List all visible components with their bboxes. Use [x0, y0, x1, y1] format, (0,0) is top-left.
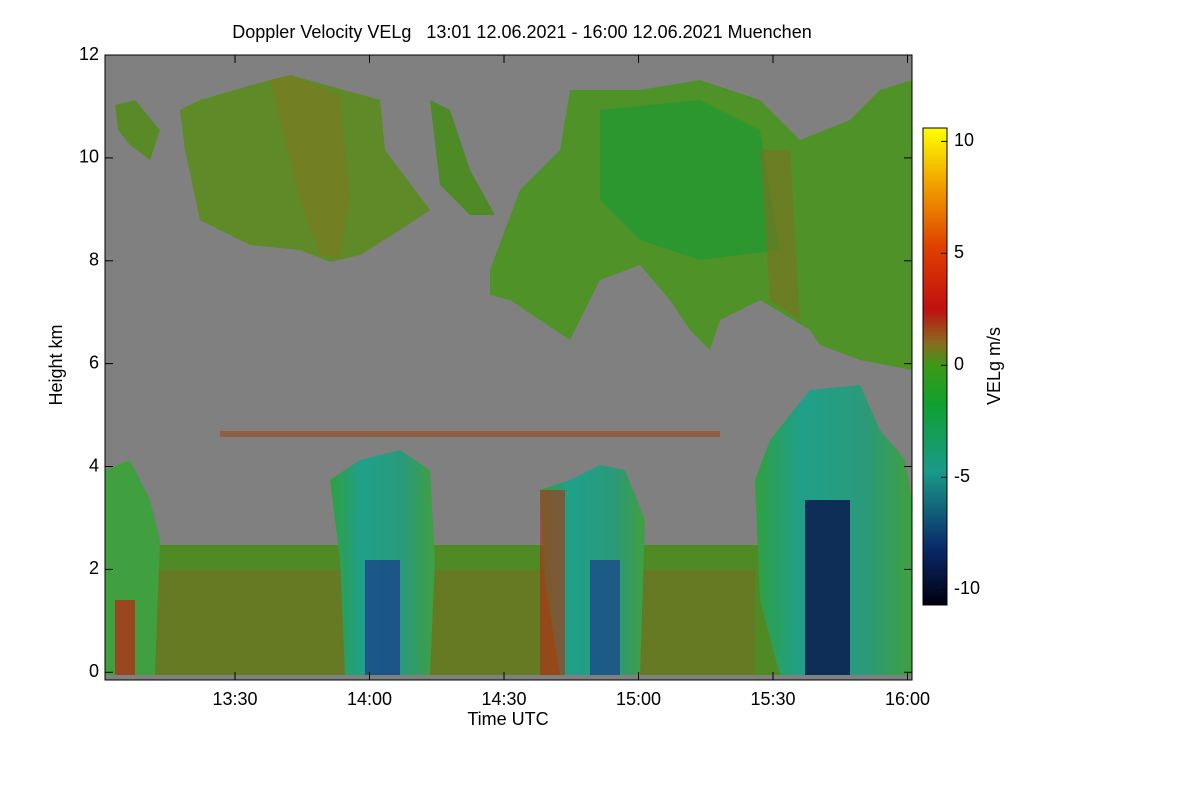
- x-tick-label: 13:30: [212, 689, 257, 709]
- y-tick-label: 2: [89, 558, 99, 578]
- y-tick-label: 8: [89, 250, 99, 270]
- plot-frame: [104, 54, 913, 681]
- y-tick-label: 10: [79, 147, 99, 167]
- y-tick-label: 6: [89, 352, 99, 372]
- y-axis-label: Height km: [46, 324, 66, 405]
- colorbar-tick-label: 0: [954, 354, 964, 374]
- x-tick-label: 14:30: [481, 689, 526, 709]
- colorbar-tick-label: 5: [954, 242, 964, 262]
- colorbar-tick-label: 10: [954, 130, 974, 150]
- y-tick-label: 0: [89, 661, 99, 681]
- y-tick-label: 4: [89, 455, 99, 475]
- colorbar: [923, 128, 947, 605]
- y-tick-label: 12: [79, 44, 99, 64]
- x-tick-label: 16:00: [885, 689, 930, 709]
- colorbar-tick-label: -5: [954, 466, 970, 486]
- colorbar-label: VELg m/s: [984, 327, 1004, 405]
- colorbar-frame: [922, 127, 948, 606]
- colorbar-tick-label: -10: [954, 578, 980, 598]
- x-tick-label: 15:30: [750, 689, 795, 709]
- velocity-field: [105, 55, 912, 680]
- x-tick-label: 14:00: [347, 689, 392, 709]
- chart-title: Doppler Velocity VELg 13:01 12.06.2021 -…: [232, 22, 811, 42]
- x-axis-label: Time UTC: [467, 709, 548, 729]
- x-tick-label: 15:00: [616, 689, 661, 709]
